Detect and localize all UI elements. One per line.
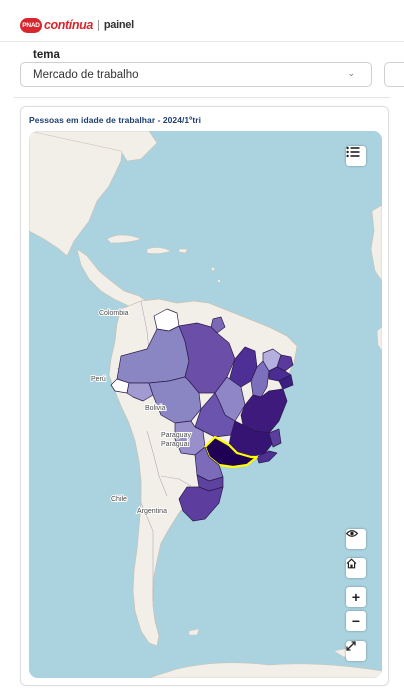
- logo-wordmark: contínua: [44, 18, 93, 32]
- logo-painel: painel: [103, 19, 134, 31]
- label-argentina: Argentina: [137, 508, 167, 515]
- card-title: Pessoas em idade de trabalhar - 2024/1ºt…: [29, 115, 201, 125]
- zoom-in-button[interactable]: +: [346, 587, 366, 607]
- chevron-down-icon: ⌄: [347, 68, 355, 78]
- list-icon: [346, 146, 360, 158]
- tema-select-value: Mercado de trabalho: [33, 68, 139, 81]
- label-chile: Chile: [111, 496, 127, 503]
- expand-icon: [346, 641, 356, 651]
- legend-button[interactable]: [346, 146, 366, 166]
- fullscreen-button[interactable]: [346, 641, 366, 661]
- home-button[interactable]: [346, 558, 366, 578]
- brazil-states[interactable]: [110, 308, 294, 522]
- second-select[interactable]: [384, 62, 404, 87]
- home-icon: [346, 558, 357, 569]
- logo-badge: PNAD: [20, 17, 42, 33]
- map-card: Pessoas em idade de trabalhar - 2024/1ºt…: [20, 106, 389, 686]
- label-paraguay: Paraguay: [161, 432, 191, 439]
- visibility-button[interactable]: [346, 529, 366, 549]
- tema-select[interactable]: Mercado de trabalho ⌄: [20, 62, 372, 87]
- logo-separator: [97, 19, 99, 31]
- label-peru: Perú: [91, 376, 106, 383]
- country-labels: Colombia Perú Bolivia Paraguay Paraguai …: [90, 309, 192, 516]
- zoom-out-button[interactable]: −: [346, 611, 366, 631]
- tema-label: tema: [33, 49, 60, 61]
- label-bolivia: Bolivia: [145, 405, 166, 412]
- map-canvas: Colombia Perú Bolivia Paraguay Paraguai …: [29, 131, 382, 678]
- map-view[interactable]: Colombia Perú Bolivia Paraguay Paraguai …: [29, 131, 382, 678]
- pnad-logo[interactable]: PNAD contínua painel: [20, 16, 134, 34]
- app-header: PNAD contínua painel: [0, 0, 404, 42]
- divider: [14, 97, 390, 98]
- label-colombia: Colombia: [99, 310, 129, 317]
- eye-icon: [346, 530, 358, 537]
- label-paraguai: Paraguai: [161, 441, 189, 448]
